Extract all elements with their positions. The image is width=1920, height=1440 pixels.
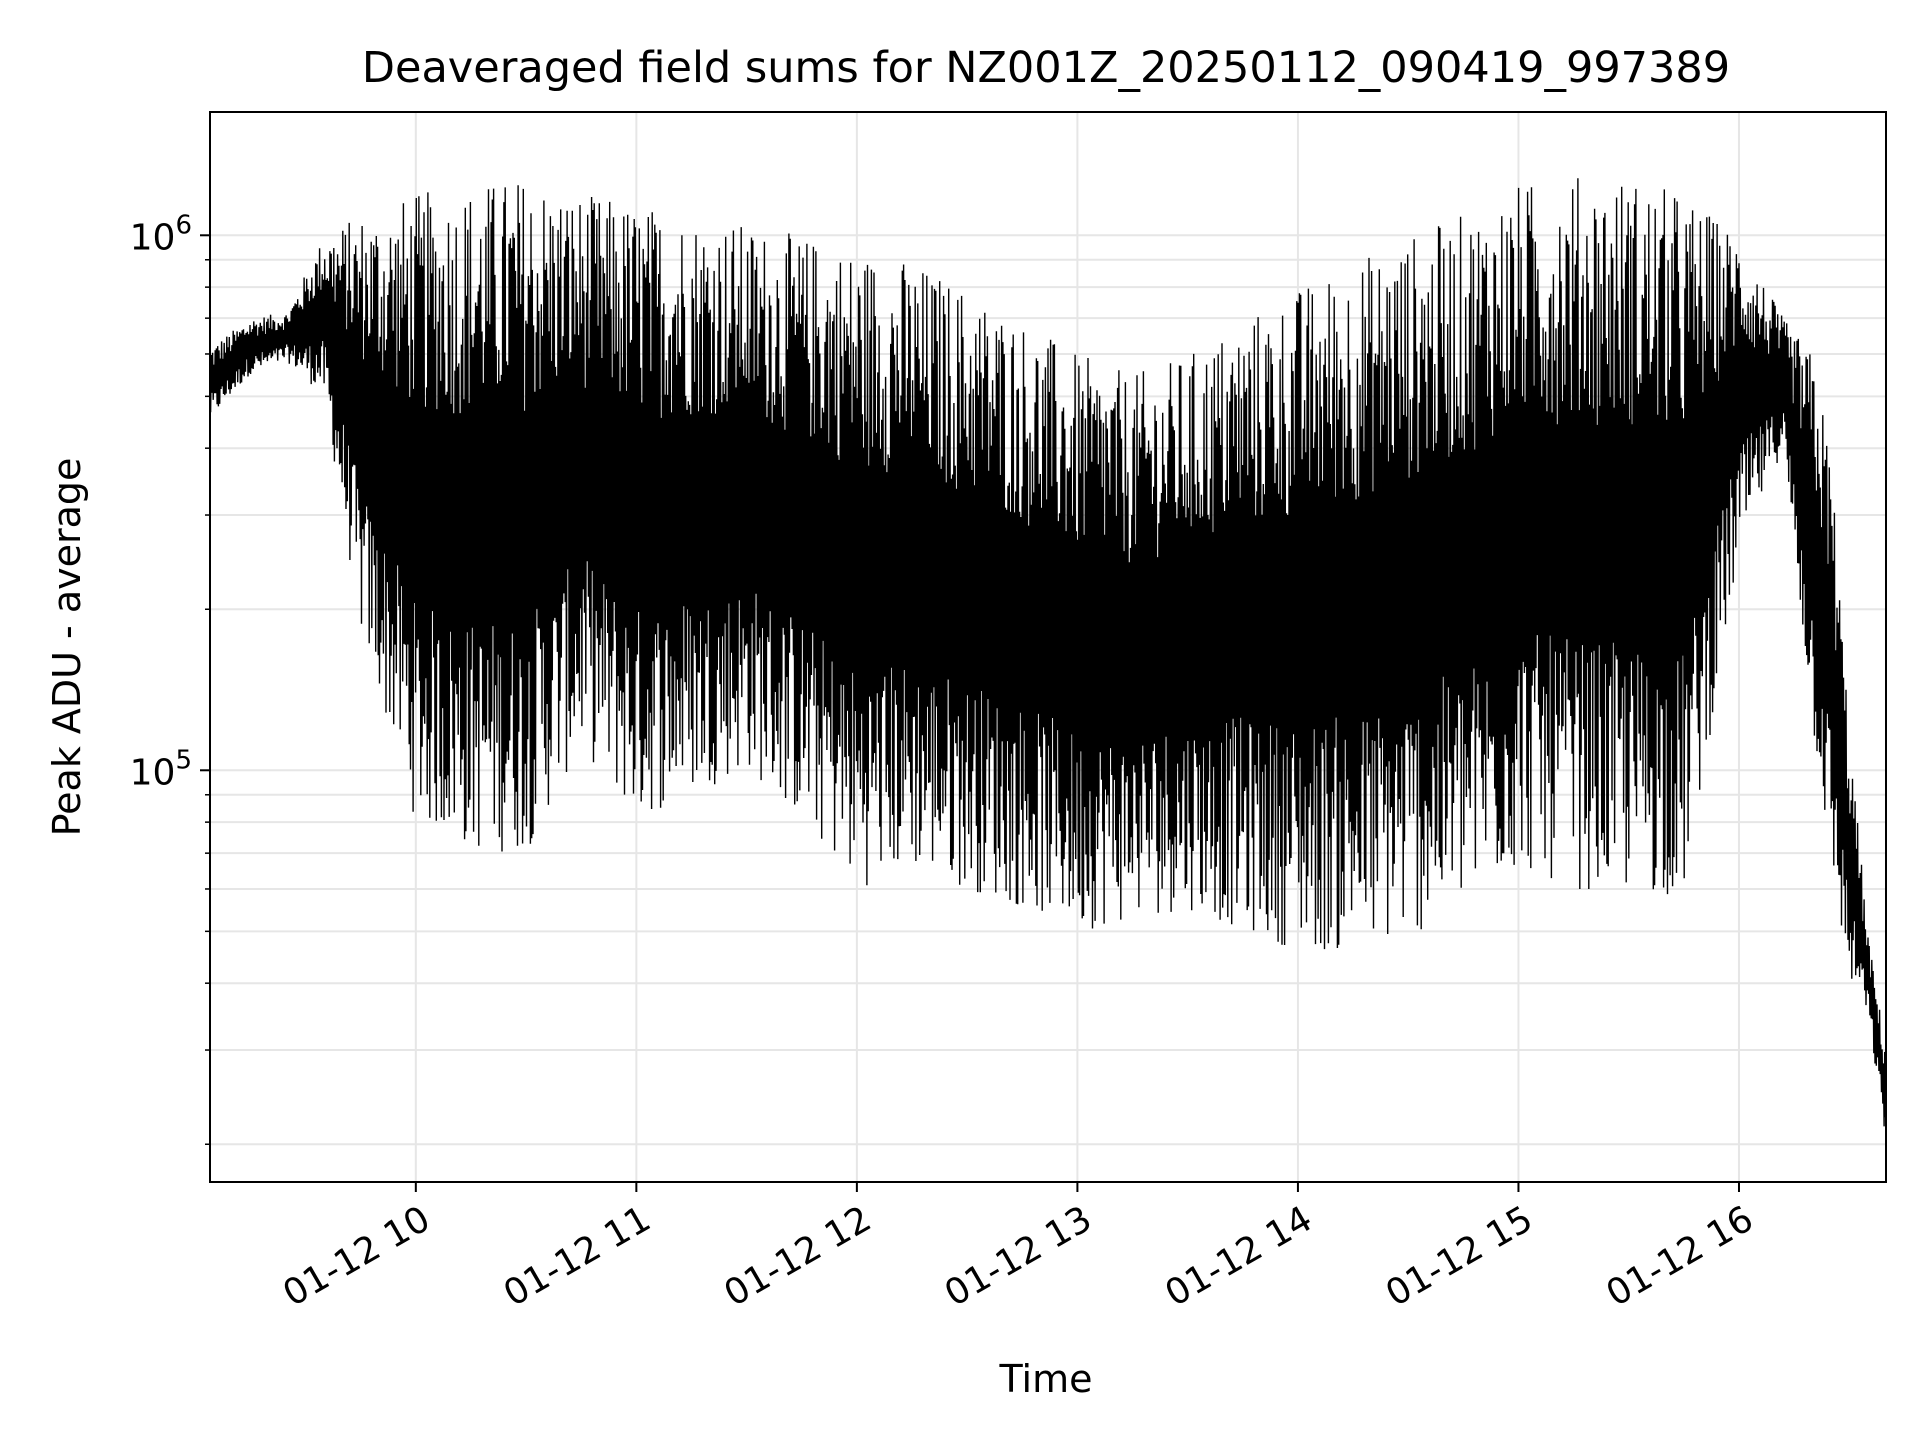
- y-tick-label-exponent: 6: [175, 210, 192, 240]
- y-tick-label: 105: [130, 745, 192, 793]
- y-tick-label-exponent: 5: [175, 745, 192, 775]
- series-layer: [209, 178, 1887, 1127]
- y-axis-label: Peak ADU - average: [45, 458, 89, 837]
- y-tick-label-base: 10: [130, 217, 176, 258]
- x-axis-label: Time: [999, 1357, 1093, 1401]
- series-line: [209, 178, 1887, 1127]
- plot-frame: [209, 111, 1887, 1183]
- y-tick-label: 106: [130, 210, 192, 258]
- chart-title: Deaveraged field sums for NZ001Z_2025011…: [362, 43, 1730, 93]
- y-tick-label-base: 10: [130, 752, 176, 793]
